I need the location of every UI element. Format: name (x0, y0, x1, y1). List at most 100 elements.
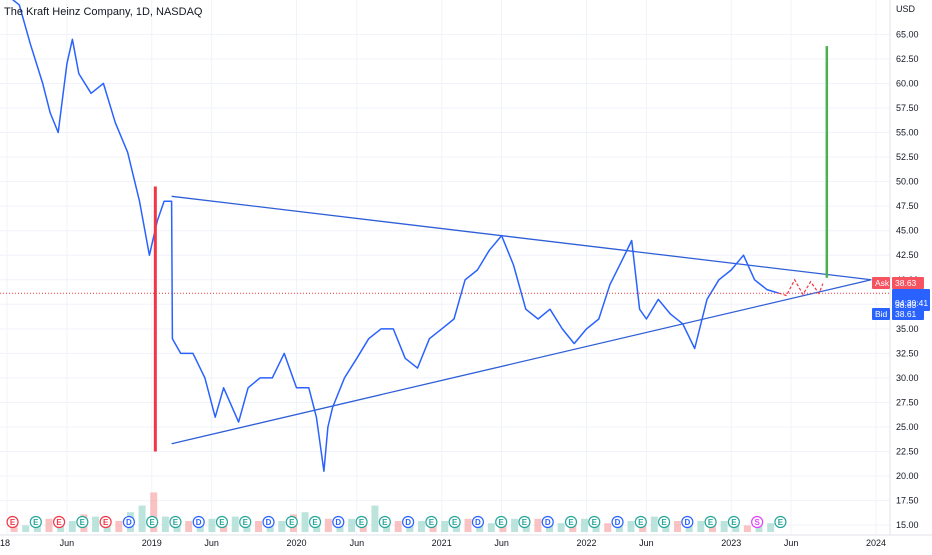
event-badge (564, 515, 578, 529)
event-badge-label: E (149, 518, 155, 527)
x-tick-label: 2024 (866, 538, 886, 548)
volume-bar (743, 525, 751, 532)
bid-value-bg (892, 308, 924, 320)
event-badge (611, 515, 624, 529)
x-tick-label: Jun (204, 538, 219, 548)
last-price-bg (892, 289, 930, 311)
event-badge-label: E (592, 518, 598, 527)
volume-bar (511, 518, 519, 532)
event-badge-label: E (33, 518, 39, 527)
event-badge (448, 515, 461, 529)
volume-bar (441, 521, 449, 532)
volume-bar (720, 521, 728, 532)
event-badge (471, 515, 485, 529)
event-badge (285, 515, 298, 529)
event-badge (169, 515, 182, 529)
event-badge-label: D (335, 518, 341, 527)
y-tick-label: 52.50 (896, 152, 919, 162)
y-tick-label: 55.00 (896, 128, 919, 138)
event-badge-label: E (452, 518, 458, 527)
volume-bar (534, 518, 542, 532)
x-tick-label: Jun (639, 538, 654, 548)
volume-bar (324, 518, 332, 532)
event-badge (29, 515, 42, 529)
event-badge (704, 515, 717, 529)
y-tick-label: 20.00 (896, 471, 919, 481)
event-badge (588, 515, 601, 529)
event-badge-label: E (289, 518, 295, 527)
event-badge (146, 515, 159, 529)
volume-bar (767, 523, 775, 532)
event-badge (355, 515, 368, 529)
x-tick-label: Jun (494, 538, 509, 548)
y-tick-label: 45.00 (896, 226, 919, 236)
event-badge-label: D (405, 518, 411, 527)
y-tick-label: 22.50 (896, 447, 919, 457)
volume-bar (615, 525, 623, 532)
grid (0, 0, 890, 535)
volume-bar (650, 516, 658, 532)
volume-bar (417, 521, 425, 532)
y-tick-label: 17.50 (896, 496, 919, 506)
event-badge-label: E (778, 518, 784, 527)
event-badge-label: E (429, 518, 435, 527)
event-badge-label: E (499, 518, 505, 527)
event-badge (122, 515, 135, 529)
bid-tag: Bid (875, 309, 888, 319)
event-badge (727, 515, 740, 529)
x-tick-label: 2021 (432, 538, 452, 548)
bid-value: 38.61 (895, 309, 917, 319)
event-badge-label: E (661, 518, 667, 527)
volume-bar (301, 512, 309, 532)
event-badge (215, 515, 229, 529)
volume-bar (371, 505, 379, 532)
ask-tag-bg (872, 277, 890, 289)
volume-bar (150, 492, 158, 532)
volume-bar (22, 525, 30, 532)
event-badge-label: E (522, 518, 528, 527)
y-tick-label: 42.50 (896, 250, 919, 260)
event-badge (681, 515, 694, 529)
volume-bar (68, 521, 76, 532)
x-tick-label: 2023 (721, 538, 741, 548)
ask-value-bg (892, 277, 924, 289)
y-tick-label: 35.00 (896, 324, 919, 334)
volume-bar (464, 518, 472, 532)
y-tick-label: 15.00 (896, 520, 919, 530)
x-tick-label: Jun (60, 538, 75, 548)
x-tick-label: Jun (784, 538, 799, 548)
volume-bar (278, 521, 286, 532)
event-badge-label: E (359, 518, 365, 527)
x-tick-label: 18 (0, 538, 10, 548)
y-tick-label: 50.00 (896, 177, 919, 187)
event-badge (99, 515, 112, 529)
volume-bar (394, 521, 402, 532)
event-badge (308, 515, 322, 529)
event-badge-label: E (382, 518, 388, 527)
trendlines (171, 195, 872, 445)
volume-bar (557, 523, 565, 532)
event-badge (541, 515, 554, 529)
event-badge (657, 515, 671, 529)
event-badge (774, 515, 787, 529)
volume-bar (674, 521, 682, 532)
volume-bar (138, 505, 146, 532)
y-tick-label: 60.00 (896, 78, 919, 88)
volume-bar (580, 518, 588, 532)
x-tick-label: 2019 (142, 538, 162, 548)
event-badge (518, 515, 531, 529)
y-tick-label: 62.50 (896, 54, 919, 64)
event-badge (76, 515, 89, 529)
y-tick-label: 32.50 (896, 348, 919, 358)
event-badge-label: D (126, 518, 132, 527)
y-tick-label: 30.00 (896, 373, 919, 383)
volume-bar (185, 521, 193, 532)
event-badge (262, 515, 275, 529)
volume-bar (255, 521, 262, 532)
volume-bar (45, 518, 53, 532)
